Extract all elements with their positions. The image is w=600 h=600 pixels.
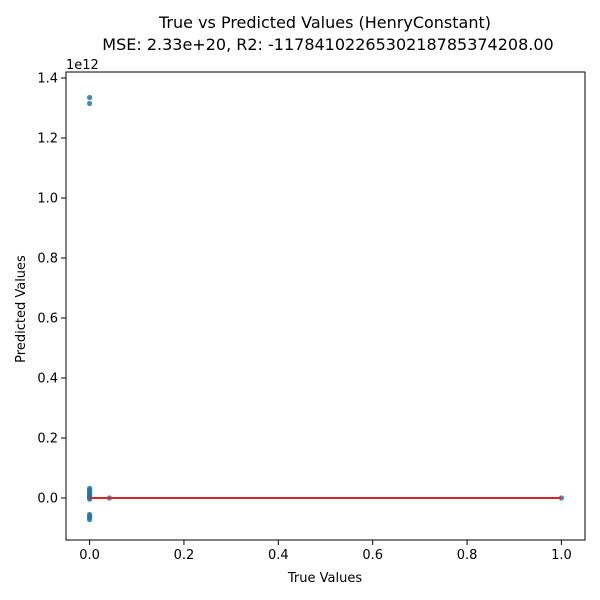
y-tick-label: 1.0 (37, 192, 58, 207)
data-point (86, 100, 93, 107)
data-point (558, 495, 565, 501)
x-tick-label: 0.8 (457, 548, 478, 563)
y-tick-label: 0.4 (37, 372, 58, 387)
plot-frame (65, 71, 586, 541)
x-tick-label: 0.6 (362, 548, 383, 563)
y-tick-label: 0.2 (37, 432, 58, 447)
y-tick-label: 1.2 (37, 132, 58, 147)
x-tick-label: 0.2 (174, 548, 195, 563)
y-tick-label: 0.6 (37, 312, 58, 327)
chart-subtitle: MSE: 2.33e+20, R2: -11784102265302187853… (102, 35, 553, 54)
y-tick-label: 1.4 (37, 72, 58, 87)
y-tick-label: 0.0 (37, 492, 58, 507)
plot-area (86, 94, 565, 523)
x-tick-label: 0.4 (268, 548, 289, 563)
data-point (86, 517, 93, 523)
chart-title: True vs Predicted Values (HenryConstant) (158, 13, 491, 32)
x-tick-label: 1.0 (551, 548, 572, 563)
y-offset-label: 1e12 (66, 58, 99, 73)
y-tick-label: 0.8 (37, 252, 58, 267)
x-tick-label: 0.0 (79, 548, 100, 563)
x-axis-label: True Values (287, 571, 362, 586)
data-point (86, 94, 93, 101)
y-axis-label: Predicted Values (14, 255, 29, 363)
